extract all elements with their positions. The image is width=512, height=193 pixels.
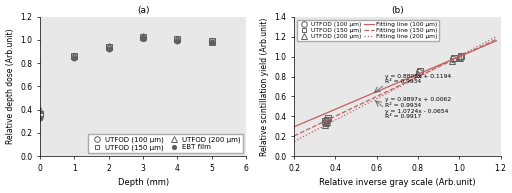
Text: y = 0.8808x + 0.1194
R² = 0.9934: y = 0.8808x + 0.1194 R² = 0.9934 xyxy=(385,74,451,85)
X-axis label: Relative inverse gray scale (Arb.unit): Relative inverse gray scale (Arb.unit) xyxy=(319,179,476,187)
Text: y = 0.9897x + 0.0062
R² = 0.9934
y = 1.0724x - 0.0654
R² = 0.9917: y = 0.9897x + 0.0062 R² = 0.9934 y = 1.0… xyxy=(385,97,451,119)
Legend: UTFOD (100 μm), UTFOD (150 μm), UTFOD (200 μm), Fitting line (100 μm), Fitting l: UTFOD (100 μm), UTFOD (150 μm), UTFOD (2… xyxy=(297,20,439,41)
Title: (a): (a) xyxy=(137,6,150,14)
Legend: UTFOD (100 μm), UTFOD (150 μm), UTFOD (200 μm), EBT film: UTFOD (100 μm), UTFOD (150 μm), UTFOD (2… xyxy=(88,134,243,153)
Y-axis label: Relative scintillation yield (Arb.unit): Relative scintillation yield (Arb.unit) xyxy=(260,17,269,156)
X-axis label: Depth (mm): Depth (mm) xyxy=(117,179,168,187)
Y-axis label: Relative depth dose (Arb.unit): Relative depth dose (Arb.unit) xyxy=(6,29,14,144)
Title: (b): (b) xyxy=(391,6,403,14)
